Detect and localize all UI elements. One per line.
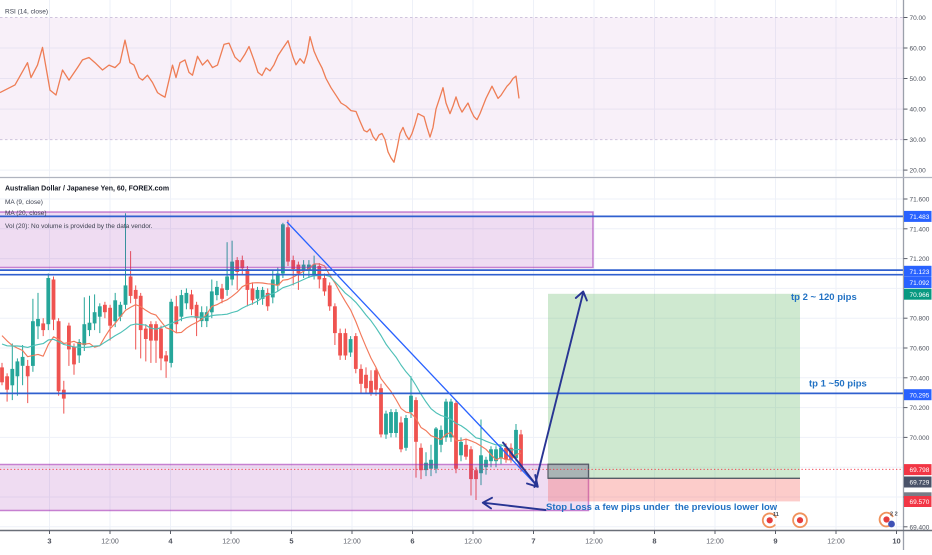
svg-text:12:00: 12:00 [827, 538, 845, 545]
svg-text:5: 5 [289, 536, 293, 545]
svg-text:tp 1 ~50 pips: tp 1 ~50 pips [809, 379, 867, 390]
svg-text:MA (20, close): MA (20, close) [5, 210, 47, 217]
svg-text:71.400: 71.400 [910, 226, 930, 233]
svg-text:69.570: 69.570 [910, 499, 930, 506]
svg-text:71.600: 71.600 [910, 197, 930, 204]
svg-text:70.800: 70.800 [910, 316, 930, 323]
svg-text:12:00: 12:00 [222, 538, 240, 545]
svg-text:Australian Dollar / Japanese Y: Australian Dollar / Japanese Yen, 60, FO… [5, 186, 169, 193]
svg-text:60.00: 60.00 [910, 46, 927, 53]
svg-text:RSI (14, close): RSI (14, close) [5, 9, 48, 16]
svg-text:71.123: 71.123 [910, 269, 930, 276]
svg-text:70.200: 70.200 [910, 405, 930, 412]
svg-text:MA (9, close): MA (9, close) [5, 199, 43, 206]
svg-text:Stop Loss a few pips under th: Stop Loss a few pips under the previous … [546, 502, 778, 513]
svg-text:12:00: 12:00 [464, 538, 482, 545]
svg-text:7: 7 [531, 536, 535, 545]
svg-text:71.200: 71.200 [910, 256, 930, 263]
svg-text:50.00: 50.00 [910, 76, 927, 83]
svg-text:69.729: 69.729 [910, 480, 930, 487]
svg-text:10: 10 [892, 536, 900, 545]
svg-text:11: 11 [773, 512, 779, 518]
svg-text:tp 2 ~ 120 pips: tp 2 ~ 120 pips [791, 292, 857, 303]
svg-text:70.00: 70.00 [910, 15, 927, 22]
svg-text:71.092: 71.092 [910, 280, 930, 287]
svg-text:12:00: 12:00 [343, 538, 361, 545]
svg-text:20.00: 20.00 [910, 168, 927, 175]
svg-text:3: 3 [47, 536, 51, 545]
svg-text:69.798: 69.798 [910, 467, 930, 474]
svg-text:70.600: 70.600 [910, 346, 930, 353]
svg-text:Vol (20): No volume is provide: Vol (20): No volume is provided by the d… [5, 223, 153, 230]
svg-text:71.483: 71.483 [910, 214, 930, 221]
svg-text:40.00: 40.00 [910, 107, 927, 114]
svg-text:2 2: 2 2 [890, 512, 898, 518]
svg-text:70.000: 70.000 [910, 435, 930, 442]
svg-text:70.400: 70.400 [910, 375, 930, 382]
svg-text:70.966: 70.966 [910, 292, 930, 299]
svg-text:70.295: 70.295 [910, 392, 930, 399]
svg-text:12:00: 12:00 [101, 538, 119, 545]
svg-text:30.00: 30.00 [910, 137, 927, 144]
svg-text:12:00: 12:00 [706, 538, 724, 545]
svg-text:8: 8 [652, 536, 656, 545]
svg-text:12:00: 12:00 [585, 538, 603, 545]
svg-text:69.400: 69.400 [910, 524, 930, 531]
svg-text:6: 6 [410, 536, 414, 545]
svg-text:9: 9 [773, 536, 777, 545]
